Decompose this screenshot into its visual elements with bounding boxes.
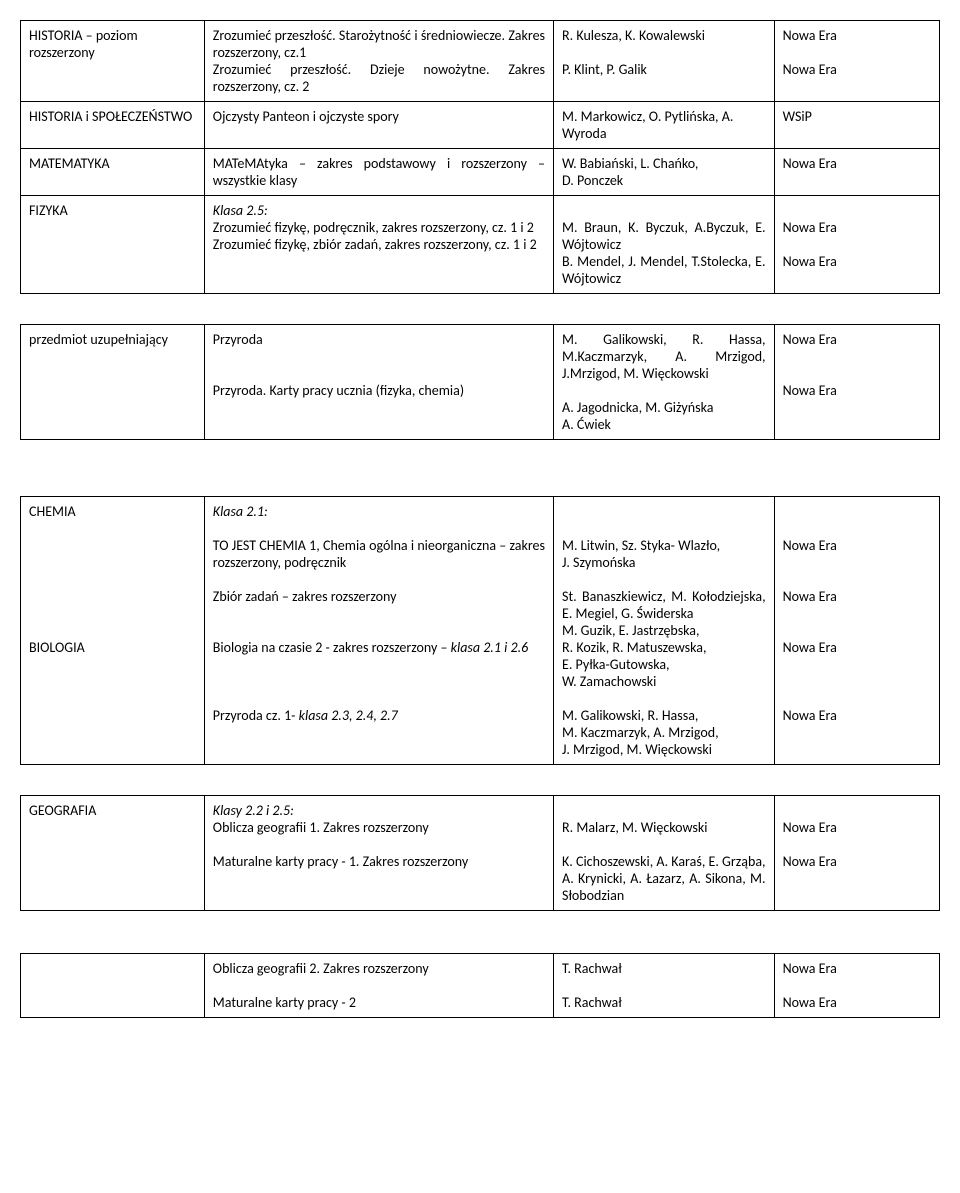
book-cell: Klasa 2.5:Zrozumieć fizykę, podręcznik, … xyxy=(204,196,553,294)
spacer-row xyxy=(21,911,940,954)
subject-cell: przedmiot uzupełniający xyxy=(21,325,205,440)
table-row xyxy=(21,911,940,954)
table-row xyxy=(21,765,940,796)
table-row: przedmiot uzupełniającyPrzyroda Przyroda… xyxy=(21,325,940,440)
publisher-cell: Nowa Era xyxy=(774,149,939,196)
table-row: Oblicza geografii 2. Zakres rozszerzony … xyxy=(21,954,940,1018)
subject-cell: GEOGRAFIA xyxy=(21,796,205,911)
publisher-cell: Nowa Era Nowa Era xyxy=(774,954,939,1018)
author-cell: M. Litwin, Sz. Styka- Wlazło,J. Szymońsk… xyxy=(554,497,775,765)
publisher-cell: Nowa Era Nowa Era xyxy=(774,796,939,911)
book-cell: Klasa 2.1: TO JEST CHEMIA 1, Chemia ogól… xyxy=(204,497,553,765)
book-cell: Przyroda Przyroda. Karty pracy ucznia (f… xyxy=(204,325,553,440)
table-row: CHEMIA BIOLOGIAKlasa 2.1: TO JEST CHEMIA… xyxy=(21,497,940,765)
book-cell: Zrozumieć przeszłość. Starożytność i śre… xyxy=(204,21,553,102)
table-row: HISTORIA i SPOŁECZEŃSTWOOjczysty Panteon… xyxy=(21,102,940,149)
table-row xyxy=(21,440,940,497)
spacer-row xyxy=(21,765,940,796)
table-row: GEOGRAFIAKlasy 2.2 i 2.5:Oblicza geograf… xyxy=(21,796,940,911)
subject-cell: CHEMIA BIOLOGIA xyxy=(21,497,205,765)
table-row: FIZYKAKlasa 2.5:Zrozumieć fizykę, podręc… xyxy=(21,196,940,294)
book-cell: MATeMAtyka – zakres podstawowy i rozszer… xyxy=(204,149,553,196)
publisher-cell: WSiP xyxy=(774,102,939,149)
publisher-cell: Nowa Era Nowa Era xyxy=(774,325,939,440)
subject-cell: HISTORIA – poziomrozszerzony xyxy=(21,21,205,102)
table-row xyxy=(21,294,940,325)
author-cell: R. Kulesza, K. Kowalewski P. Klint, P. G… xyxy=(554,21,775,102)
author-cell: M. Braun, K. Byczuk, A.Byczuk, E. Wójtow… xyxy=(554,196,775,294)
spacer-row xyxy=(21,294,940,325)
author-cell: M. Markowicz, O. Pytlińska, A. Wyroda xyxy=(554,102,775,149)
book-cell: Klasy 2.2 i 2.5:Oblicza geografii 1. Zak… xyxy=(204,796,553,911)
textbooks-table: HISTORIA – poziomrozszerzonyZrozumieć pr… xyxy=(20,20,940,1018)
subject-cell: MATEMATYKA xyxy=(21,149,205,196)
publisher-cell: Nowa Era Nowa Era Nowa Era Nowa Era xyxy=(774,497,939,765)
spacer-row xyxy=(21,440,940,497)
book-cell: Ojczysty Panteon i ojczyste spory xyxy=(204,102,553,149)
subject-cell: HISTORIA i SPOŁECZEŃSTWO xyxy=(21,102,205,149)
table-row: HISTORIA – poziomrozszerzonyZrozumieć pr… xyxy=(21,21,940,102)
publisher-cell: Nowa Era Nowa Era xyxy=(774,21,939,102)
author-cell: R. Malarz, M. Więckowski K. Cichoszewski… xyxy=(554,796,775,911)
author-cell: W. Babiański, L. Chańko,D. Ponczek xyxy=(554,149,775,196)
book-cell: Oblicza geografii 2. Zakres rozszerzony … xyxy=(204,954,553,1018)
subject-cell: FIZYKA xyxy=(21,196,205,294)
author-cell: T. Rachwał T. Rachwał xyxy=(554,954,775,1018)
publisher-cell: Nowa Era Nowa Era xyxy=(774,196,939,294)
subject-cell xyxy=(21,954,205,1018)
author-cell: M. Galikowski, R. Hassa, M.Kaczmarzyk, A… xyxy=(554,325,775,440)
table-row: MATEMATYKAMATeMAtyka – zakres podstawowy… xyxy=(21,149,940,196)
